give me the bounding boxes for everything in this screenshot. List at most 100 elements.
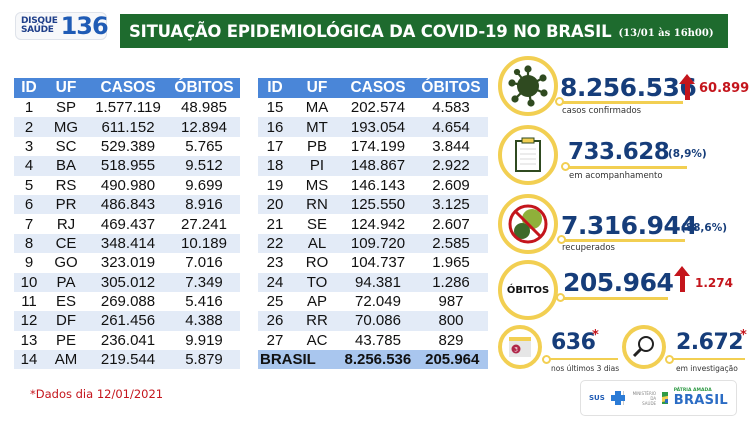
cell-uf: TO	[306, 273, 328, 291]
cell-uf: SC	[55, 137, 77, 155]
cell-obitos: 3.125	[432, 196, 470, 214]
cell-casos: 125.550	[350, 196, 406, 214]
cell-casos: 104.737	[350, 254, 406, 272]
cell-obitos: 10.189	[181, 234, 227, 252]
cell-uf: SP	[55, 99, 76, 117]
table-row: 16 MT 193.054 4.654	[258, 117, 488, 137]
col-casos: CASOS	[100, 79, 156, 96]
cell-id: 11	[21, 293, 37, 311]
cell-obitos: 2.922	[432, 157, 470, 175]
deaths-delta: 1.274	[695, 276, 733, 290]
table-row: 4 BA 518.955 9.512	[14, 156, 240, 176]
cell-casos: 490.980	[100, 176, 156, 194]
stat-underline	[565, 239, 685, 242]
states-table-left: ID UF CASOS ÓBITOS 1 SP 1.577.119 48.985 2 MG…	[14, 78, 240, 370]
table-row: 20 RN 125.550 3.125	[258, 194, 488, 215]
cell-id: 27	[266, 331, 284, 349]
cell-obitos: 5.879	[185, 351, 223, 369]
table-row: 1 SP 1.577.119 48.985	[14, 98, 240, 117]
cell-casos: 174.199	[350, 137, 406, 155]
cell-casos: 348.414	[100, 234, 156, 252]
total-label: BRASIL	[260, 351, 316, 369]
cell-id: 19	[266, 176, 284, 194]
deaths-ring: ÓBITOS	[498, 260, 558, 320]
cell-id: 21	[266, 215, 284, 233]
cell-obitos: 4.654	[432, 118, 470, 136]
monitoring-ring	[498, 125, 558, 185]
cell-casos: 193.054	[350, 118, 406, 136]
last3days-label: nos últimos 3 dias	[551, 364, 620, 373]
table-row: 18 PI 148.867 2.922	[258, 156, 488, 176]
cell-casos: 269.088	[100, 293, 156, 311]
table-row: 5 RS 490.980 9.699	[14, 176, 240, 195]
table-row: 14 AM 219.544 5.879	[14, 350, 240, 370]
cell-uf: RN	[306, 196, 328, 214]
cell-casos: 261.456	[100, 312, 156, 330]
cell-uf: AC	[306, 331, 328, 349]
confirmed-delta: 60.899	[699, 81, 750, 96]
cell-obitos: 9.512	[185, 157, 223, 175]
cell-uf: MG	[53, 118, 79, 136]
update-timestamp: (13/01 às 16h00)	[618, 27, 714, 39]
col-uf: UF	[306, 79, 328, 96]
cell-id: 7	[24, 215, 34, 233]
cell-uf: MA	[305, 99, 329, 117]
cell-id: 14	[20, 351, 38, 369]
cell-id: 8	[24, 234, 34, 252]
table-row: 21 SE 124.942 2.607	[258, 214, 488, 233]
table-header: ID UF CASOS ÓBITOS	[258, 78, 488, 98]
cell-uf: AM	[54, 351, 78, 369]
cell-id: 13	[20, 331, 38, 349]
cell-uf: PI	[309, 157, 325, 175]
recovered-label: recuperados	[562, 243, 615, 253]
monitoring-label: em acompanhamento	[569, 171, 663, 181]
cell-uf: ES	[55, 293, 76, 311]
cell-casos: 469.437	[100, 215, 156, 233]
cell-id: 17	[266, 137, 284, 155]
magnifier-icon	[632, 336, 654, 358]
table-row: 2 MG 611.152 12.894	[14, 117, 240, 137]
virus-icon	[508, 65, 548, 107]
cell-obitos: 5.416	[185, 293, 223, 311]
col-obitos: ÓBITOS	[421, 79, 481, 96]
cell-casos: 43.785	[355, 331, 401, 349]
investigation-ring	[622, 325, 666, 369]
col-obitos: ÓBITOS	[174, 79, 234, 96]
cell-uf: RS	[55, 176, 77, 194]
cell-casos: 124.942	[350, 215, 406, 233]
cell-casos: 148.867	[350, 157, 406, 175]
recovered-ring	[498, 194, 558, 254]
cell-uf: SE	[306, 215, 327, 233]
last3days-ring: 3	[498, 325, 542, 369]
table-row: 8 CE 348.414 10.189	[14, 233, 240, 254]
cell-casos: 611.152	[101, 118, 155, 136]
cell-obitos: 2.609	[432, 176, 470, 194]
cell-obitos: 2.585	[432, 234, 470, 252]
stat-underline	[569, 166, 687, 169]
calendar-icon: 3	[509, 337, 531, 357]
cell-id: 9	[24, 254, 34, 272]
col-id: ID	[21, 79, 37, 96]
table-row: 13 PE 236.041 9.919	[14, 331, 240, 350]
table-row: 15 MA 202.574 4.583	[258, 98, 488, 117]
table-row: 23 RO 104.737 1.965	[258, 253, 488, 272]
table-header: ID UF CASOS ÓBITOS	[14, 78, 240, 98]
cell-casos: 529.389	[100, 137, 156, 155]
table-row: 24 TO 94.381 1.286	[258, 272, 488, 292]
page-title: SITUAÇÃO EPIDEMIOLÓGICA DA COVID-19 NO B…	[129, 21, 612, 41]
cell-casos: 518.955	[100, 157, 156, 175]
footnote: *Dados dia 12/01/2021	[30, 387, 164, 401]
cell-id: 12	[20, 312, 38, 330]
recovered-value: 7.316.944	[561, 211, 698, 240]
table-row: 10 PA 305.012 7.349	[14, 272, 240, 292]
cell-id: 25	[266, 293, 284, 311]
cell-casos: 109.720	[350, 234, 406, 252]
cell-uf: AP	[306, 293, 327, 311]
table-row: 26 RR 70.086 800	[258, 311, 488, 331]
cell-obitos: 1.965	[432, 254, 470, 272]
table-row: 22 AL 109.720 2.585	[258, 233, 488, 254]
sus-cross-icon	[610, 391, 624, 405]
deaths-value: 205.964	[563, 268, 674, 297]
asterisk-mark: *	[740, 328, 747, 343]
cell-obitos: 829	[438, 331, 464, 349]
